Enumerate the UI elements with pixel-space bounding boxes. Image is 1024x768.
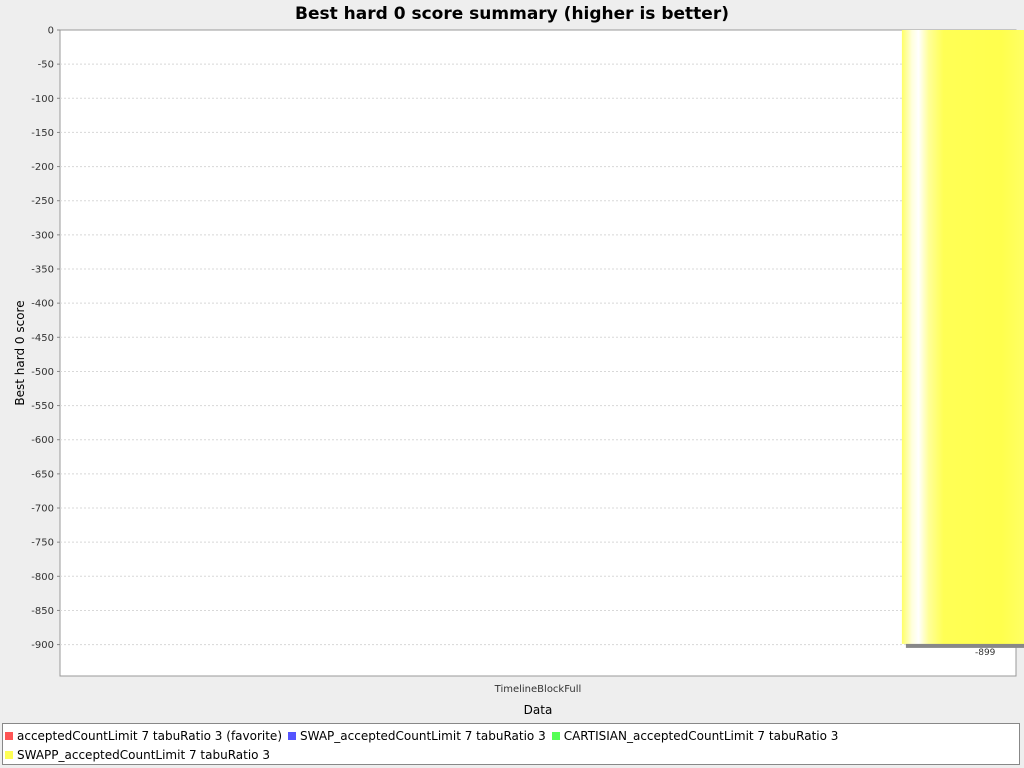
x-axis-ticks: TimelineBlockFull — [494, 684, 582, 695]
y-tick-label: -300 — [31, 230, 54, 241]
y-tick-label: -500 — [31, 367, 54, 378]
y-tick-label: -200 — [31, 162, 54, 173]
chart-title: Best hard 0 score summary (higher is bet… — [295, 4, 729, 24]
y-tick-label: -850 — [31, 606, 54, 617]
chart-svg: Best hard 0 score summary (higher is bet… — [13, 4, 1024, 717]
legend-label: CARTISIAN_acceptedCountLimit 7 tabuRatio… — [563, 728, 839, 743]
y-tick-label: -450 — [31, 333, 54, 344]
legend-label: SWAP_acceptedCountLimit 7 tabuRatio 3 — [300, 728, 546, 743]
legend-swatch — [5, 731, 13, 740]
y-tick-label: -900 — [31, 640, 54, 651]
legend-item: CARTISIAN_acceptedCountLimit 7 tabuRatio… — [551, 726, 839, 745]
x-tick-label: TimelineBlockFull — [494, 684, 582, 695]
y-tick-label: -50 — [38, 60, 54, 71]
y-tick-label: -350 — [31, 265, 54, 276]
bar-data-label: -899 — [975, 648, 996, 658]
y-axis-label: Best hard 0 score — [13, 300, 27, 405]
y-tick-label: -650 — [31, 469, 54, 480]
y-tick-label: -700 — [31, 504, 54, 515]
plot-area — [59, 29, 1017, 677]
y-tick-label: -100 — [31, 94, 54, 105]
y-tick-label: -550 — [31, 401, 54, 412]
legend-swatch — [5, 750, 13, 759]
y-tick-label: -150 — [31, 128, 54, 139]
y-tick-label: -250 — [31, 196, 54, 207]
bars: -899 — [901, 30, 1024, 658]
y-tick-label: -600 — [31, 435, 54, 446]
x-axis-label: Data — [524, 703, 553, 717]
legend-label: SWAPP_acceptedCountLimit 7 tabuRatio 3 — [17, 747, 270, 762]
y-axis-ticks: 0 -50 -100 -150 -200 -250 -300 -350 -400 -450 -500… — [31, 26, 60, 651]
legend-label: acceptedCountLimit 7 tabuRatio 3 (favori… — [17, 728, 282, 743]
legend-item: SWAP_acceptedCountLimit 7 tabuRatio 3 — [288, 726, 546, 745]
y-tick-label: -800 — [31, 572, 54, 583]
legend-item: acceptedCountLimit 7 tabuRatio 3 (favori… — [5, 726, 282, 745]
grid-lines — [60, 63, 1016, 646]
y-tick-label: -400 — [31, 299, 54, 310]
legend-swatch — [551, 731, 560, 740]
legend: acceptedCountLimit 7 tabuRatio 3 (favori… — [2, 723, 1020, 765]
legend-swatch — [288, 731, 296, 740]
legend-item: SWAPP_acceptedCountLimit 7 tabuRatio 3 — [5, 745, 270, 764]
bar[interactable] — [901, 30, 1024, 644]
y-tick-label: 0 — [48, 26, 54, 37]
y-tick-label: -750 — [31, 538, 54, 549]
